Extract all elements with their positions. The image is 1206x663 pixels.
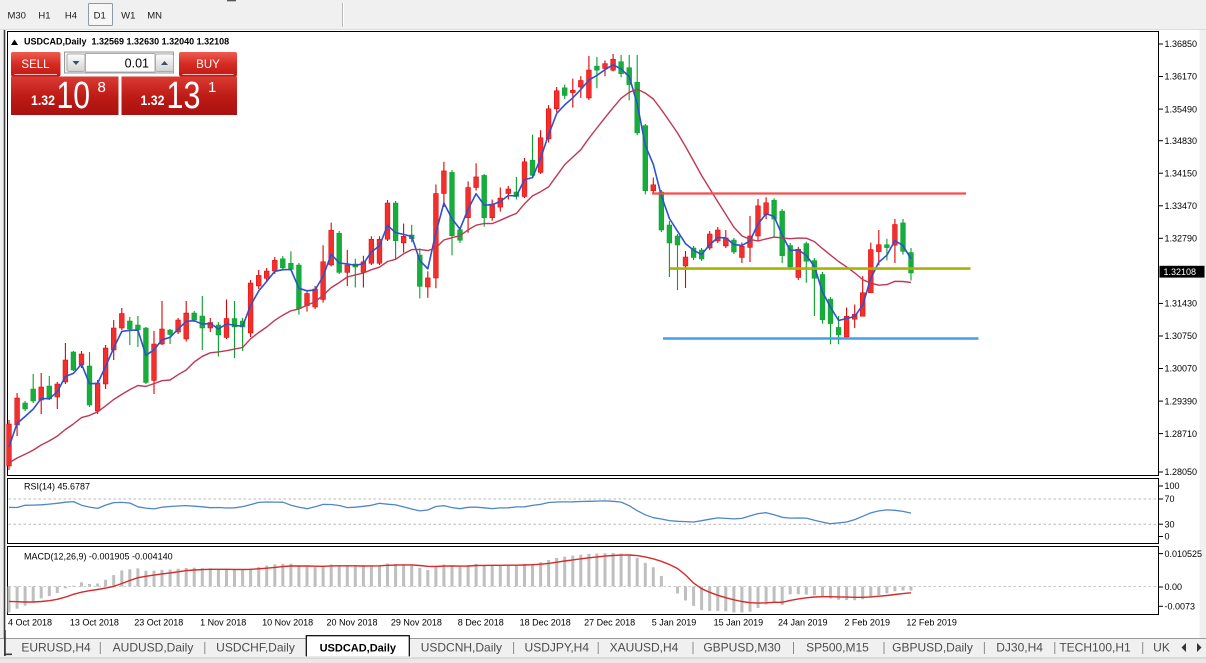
svg-text:DJ30,H4: DJ30,H4 [996,641,1043,655]
svg-text:10 Nov 2018: 10 Nov 2018 [262,618,313,628]
svg-text:1.30750: 1.30750 [1165,331,1198,341]
svg-text:0.010525: 0.010525 [1165,549,1203,559]
svg-text:UK: UK [1153,641,1170,655]
svg-text:1: 1 [208,79,216,96]
svg-text:1.34830: 1.34830 [1165,136,1198,146]
svg-text:XAUUSD,H4: XAUUSD,H4 [610,641,679,655]
svg-text:1.32: 1.32 [31,93,55,108]
svg-text:13 Oct 2018: 13 Oct 2018 [70,618,119,628]
svg-text:2 Feb 2019: 2 Feb 2019 [844,618,890,628]
svg-text:1.30070: 1.30070 [1165,364,1198,374]
svg-text:W1: W1 [121,11,135,22]
svg-text:13: 13 [167,75,201,117]
svg-text:29 Nov 2018: 29 Nov 2018 [391,618,442,628]
svg-text:1.34150: 1.34150 [1165,168,1198,178]
svg-text:USDCHF,Daily: USDCHF,Daily [216,641,295,655]
svg-text:30: 30 [1165,519,1175,529]
svg-text:4 Oct 2018: 4 Oct 2018 [8,618,52,628]
svg-text:1.28710: 1.28710 [1165,429,1198,439]
svg-text:USDCAD,Daily 1.32569 1.32630: USDCAD,Daily 1.32569 1.32630 1.32040 1.3… [24,37,229,47]
svg-text:1.31430: 1.31430 [1165,299,1198,309]
svg-text:1.32790: 1.32790 [1165,234,1198,244]
svg-text:0.01: 0.01 [125,57,149,71]
svg-text:GBPUSD,M30: GBPUSD,M30 [703,641,781,655]
svg-text:MACD(12,26,9) -0.001905 -0.004: MACD(12,26,9) -0.001905 -0.004140 [24,552,173,562]
svg-text:1.35490: 1.35490 [1165,104,1198,114]
svg-text:RSI(14) 45.6787: RSI(14) 45.6787 [24,482,90,492]
svg-text:BUY: BUY [196,59,220,71]
svg-text:70: 70 [1165,494,1175,504]
svg-text:27 Dec 2018: 27 Dec 2018 [584,618,635,628]
svg-text:0: 0 [1165,532,1170,542]
svg-text:-0.0073: -0.0073 [1165,602,1196,612]
svg-text:8: 8 [98,79,106,96]
svg-text:AUDUSD,Daily: AUDUSD,Daily [113,641,194,655]
svg-text:1.33470: 1.33470 [1165,201,1198,211]
svg-text:100: 100 [1165,481,1180,491]
svg-text:TECH100,H1: TECH100,H1 [1059,641,1131,655]
svg-text:1.28050: 1.28050 [1165,467,1198,477]
svg-text:USDJPY,H4: USDJPY,H4 [525,641,590,655]
svg-text:1 Nov 2018: 1 Nov 2018 [200,618,246,628]
svg-text:20 Nov 2018: 20 Nov 2018 [326,618,377,628]
svg-text:5 Jan 2019: 5 Jan 2019 [652,618,697,628]
svg-text:15 Jan 2019: 15 Jan 2019 [714,618,764,628]
svg-text:23 Oct 2018: 23 Oct 2018 [134,618,183,628]
svg-text:H4: H4 [65,11,77,22]
svg-text:12 Feb 2019: 12 Feb 2019 [906,618,957,628]
svg-text:10: 10 [57,75,91,117]
svg-text:USDCNH,Daily: USDCNH,Daily [421,641,502,655]
svg-text:8 Dec 2018: 8 Dec 2018 [458,618,504,628]
svg-text:1.36850: 1.36850 [1165,39,1198,49]
svg-text:SP500,M15: SP500,M15 [806,641,869,655]
svg-text:H1: H1 [38,11,50,22]
svg-text:1.32: 1.32 [141,93,165,108]
svg-text:M30: M30 [7,11,25,22]
svg-text:USDCAD,Daily: USDCAD,Daily [320,643,397,655]
svg-text:24 Jan 2019: 24 Jan 2019 [778,618,828,628]
svg-text:1.29390: 1.29390 [1165,396,1198,406]
svg-text:18 Dec 2018: 18 Dec 2018 [520,618,571,628]
svg-text:GBPUSD,Daily: GBPUSD,Daily [892,641,973,655]
svg-text:1.32108: 1.32108 [1164,267,1197,277]
svg-text:SELL: SELL [21,59,50,71]
svg-text:EURUSD,H4: EURUSD,H4 [21,641,91,655]
svg-text:1.36170: 1.36170 [1165,72,1198,82]
svg-text:0.00: 0.00 [1165,582,1183,592]
svg-text:MN: MN [147,11,162,22]
svg-text:D1: D1 [94,11,106,22]
